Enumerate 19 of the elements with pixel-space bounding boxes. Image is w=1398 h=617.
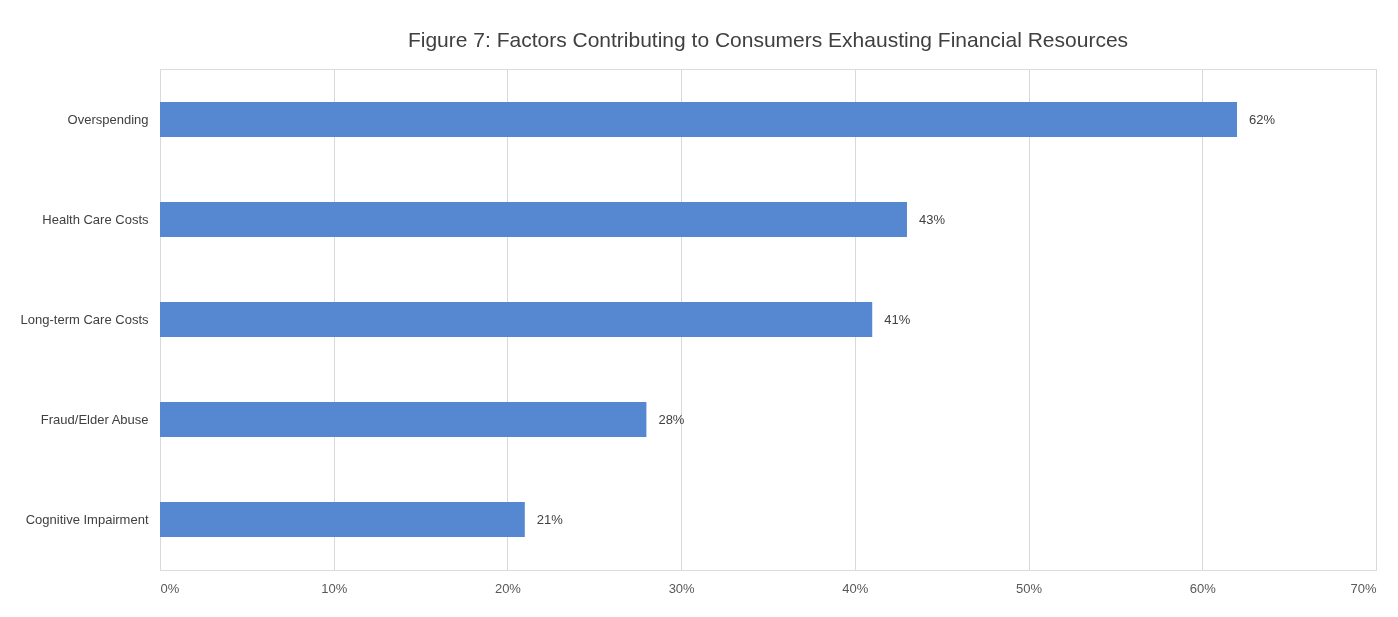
y-tick-label: Cognitive Impairment (25, 511, 149, 527)
x-tick-label: 50% (1016, 580, 1043, 596)
y-tick-label: Fraud/Elder Abuse (40, 411, 149, 427)
data-label: 21% (536, 511, 564, 527)
x-tick-label: 40% (842, 580, 869, 596)
x-tick-label: 60% (1189, 580, 1217, 596)
data-label: 28% (658, 411, 685, 427)
x-tick-label: 10% (321, 580, 348, 596)
data-label: 41% (884, 311, 911, 327)
y-tick-label: Overspending (67, 111, 149, 127)
x-tick-label: 20% (494, 580, 522, 596)
x-tick-label: 70% (1350, 580, 1377, 596)
y-tick-label: Health Care Costs (42, 211, 149, 227)
x-tick-label: 30% (668, 580, 696, 596)
data-label: 62% (1249, 111, 1276, 127)
x-tick-label: 0% (160, 580, 180, 596)
y-tick-label: Long-term Care Costs (20, 311, 149, 327)
data-label: 43% (918, 211, 946, 227)
chart-title: Figure 7: Factors Contributing to Consumers Exhausting Financial Resources (407, 28, 1129, 51)
